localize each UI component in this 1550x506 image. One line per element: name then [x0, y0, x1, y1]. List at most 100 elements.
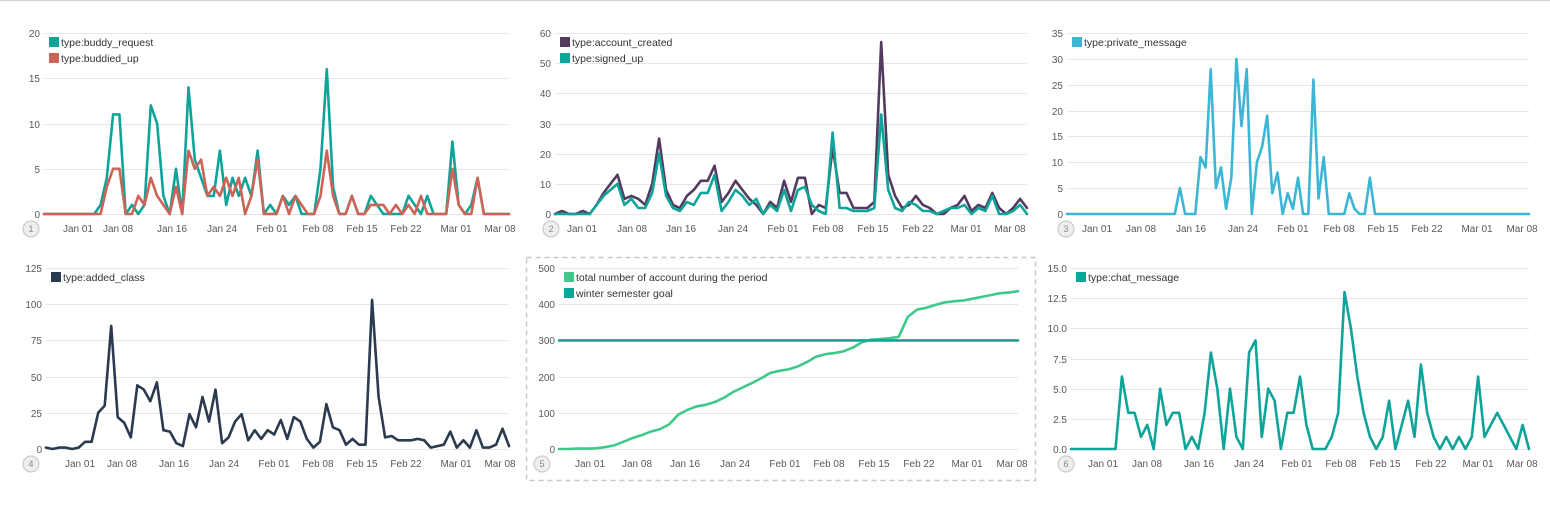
chart-panel-4[interactable]: 0 25 50 75 100 125 Jan 01 Jan 08 Jan 16 Jan 24 Feb…: [22, 264, 516, 473]
y-tick-label: 100: [25, 300, 42, 311]
x-tick-label: Jan 01: [63, 224, 93, 235]
panel-number-badge[interactable]: [22, 455, 40, 473]
legend-swatch: [49, 37, 59, 47]
y-tick-label: 15.0: [1048, 264, 1068, 275]
x-tick-label: Jan 24: [209, 459, 239, 470]
y-tick-label: 100: [538, 409, 555, 420]
x-tick-label: Feb 08: [302, 224, 334, 235]
x-tick-label: Mar 01: [950, 224, 982, 235]
panel-number-badge[interactable]: [542, 220, 560, 238]
y-tick-label: 20: [1052, 107, 1064, 118]
series-line-2[interactable]: [42, 149, 511, 216]
legend-label[interactable]: type:added_class: [63, 272, 145, 284]
y-tick-label: 125: [25, 264, 42, 275]
chart-panel-2[interactable]: 0 10 20 30 40 50 60 Jan 01 Jan 08 Jan 16 Jan 24 Feb…: [540, 29, 1029, 238]
x-tick-label: Feb 15: [857, 224, 889, 235]
y-tick-label: 500: [538, 264, 555, 275]
x-tick-label: Mar 08: [1506, 459, 1538, 470]
legend-swatch: [564, 288, 574, 298]
x-tick-label: Jan 08: [622, 459, 652, 470]
series-line-1[interactable]: [557, 289, 1020, 451]
y-tick-label: 10: [29, 120, 41, 131]
y-tick-label: 200: [538, 373, 555, 384]
chart-panel-6[interactable]: 0.0 2.5 5.0 7.5 10.0 12.5 15.0 Jan 01 Jan 08 Jan …: [1048, 264, 1538, 473]
chart-panel-1[interactable]: 0 5 10 15 20 Jan 01 Jan 08 Jan 16 Jan 24 Feb 01 Fe…: [22, 29, 516, 238]
series-line-1[interactable]: [44, 298, 511, 451]
y-tick-label: 0.0: [1053, 445, 1067, 456]
x-tick-label: Jan 16: [157, 224, 187, 235]
y-tick-label: 20: [29, 29, 41, 40]
panel-number-badge[interactable]: [1057, 455, 1075, 473]
legend-label[interactable]: winter semester goal: [575, 288, 673, 300]
y-tick-label: 5: [34, 165, 40, 176]
y-tick-label: 50: [540, 59, 552, 70]
panel-number-label: 6: [1063, 459, 1068, 469]
legend-label[interactable]: type:signed_up: [572, 53, 643, 65]
selected-panel-border: [525, 256, 1037, 482]
x-tick-label: Feb 01: [1281, 459, 1313, 470]
series-line-1[interactable]: [1065, 57, 1531, 216]
series-line-1[interactable]: [553, 40, 1029, 216]
x-tick-label: Jan 16: [1184, 459, 1214, 470]
y-tick-label: 0: [549, 445, 555, 456]
legend-label[interactable]: type:chat_message: [1088, 272, 1179, 284]
x-tick-label: Feb 08: [1323, 224, 1355, 235]
x-tick-label: Feb 15: [346, 459, 378, 470]
y-tick-label: 15: [1052, 132, 1064, 143]
x-tick-label: Jan 16: [666, 224, 696, 235]
x-tick-label: Feb 01: [769, 459, 801, 470]
y-tick-label: 10: [540, 180, 552, 191]
x-tick-label: Feb 22: [390, 459, 422, 470]
y-tick-label: 30: [1052, 55, 1064, 66]
x-tick-label: Jan 16: [1176, 224, 1206, 235]
x-tick-label: Mar 08: [996, 459, 1028, 470]
y-tick-label: 60: [540, 29, 552, 40]
chart-panel-3[interactable]: 0 5 10 15 20 25 30 35 Jan 01 Jan 08 Jan 16 Jan 24 Fe…: [1052, 29, 1538, 238]
y-tick-label: 400: [538, 300, 555, 311]
x-tick-label: Feb 08: [813, 459, 845, 470]
x-tick-label: Jan 08: [103, 224, 133, 235]
x-tick-label: Jan 24: [207, 224, 237, 235]
y-tick-label: 0: [34, 210, 40, 221]
x-tick-label: Jan 08: [1126, 224, 1156, 235]
y-tick-label: 75: [31, 336, 43, 347]
legend-swatch: [560, 37, 570, 47]
y-tick-label: 10: [1052, 158, 1064, 169]
x-tick-label: Feb 22: [1411, 224, 1443, 235]
legend-swatch: [564, 272, 574, 282]
x-tick-label: Jan 16: [159, 459, 189, 470]
legend-label[interactable]: type:buddy_request: [61, 37, 153, 49]
x-tick-label: Mar 01: [951, 459, 983, 470]
x-tick-label: Jan 24: [1228, 224, 1258, 235]
legend-swatch: [51, 272, 61, 282]
panel-number-badge[interactable]: [22, 220, 40, 238]
x-tick-label: Mar 08: [484, 224, 516, 235]
panel-number-label: 3: [1063, 224, 1068, 234]
series-line-1[interactable]: [42, 67, 511, 216]
x-tick-label: Feb 08: [302, 459, 334, 470]
x-tick-label: Feb 22: [390, 224, 422, 235]
x-tick-label: Feb 08: [812, 224, 844, 235]
panel-number-badge[interactable]: [533, 455, 551, 473]
y-tick-label: 15: [29, 74, 41, 85]
y-tick-label: 300: [538, 336, 555, 347]
legend-label[interactable]: total number of account during the perio…: [576, 272, 768, 284]
chart-panel-5[interactable]: 0 100 200 300 400 500 Jan 01 Jan 08 Jan 16 Jan 24…: [525, 256, 1037, 482]
x-tick-label: Jan 24: [1234, 459, 1264, 470]
x-tick-label: Feb 01: [256, 224, 288, 235]
x-tick-label: Feb 22: [1415, 459, 1447, 470]
legend-label[interactable]: type:private_message: [1084, 37, 1187, 49]
x-tick-label: Feb 22: [902, 224, 934, 235]
y-tick-label: 0: [1057, 210, 1063, 221]
x-tick-label: Mar 08: [994, 224, 1026, 235]
x-tick-label: Feb 01: [1277, 224, 1309, 235]
y-tick-label: 40: [540, 89, 552, 100]
legend-label[interactable]: type:buddied_up: [61, 53, 139, 65]
panel-number-badge[interactable]: [1057, 220, 1075, 238]
legend-label[interactable]: type:account_created: [572, 37, 673, 49]
window-top-border: [0, 0, 1550, 1]
x-tick-label: Mar 08: [484, 459, 516, 470]
series-line-2[interactable]: [553, 113, 1029, 216]
y-tick-label: 5: [1057, 184, 1063, 195]
series-line-1[interactable]: [1069, 290, 1531, 451]
